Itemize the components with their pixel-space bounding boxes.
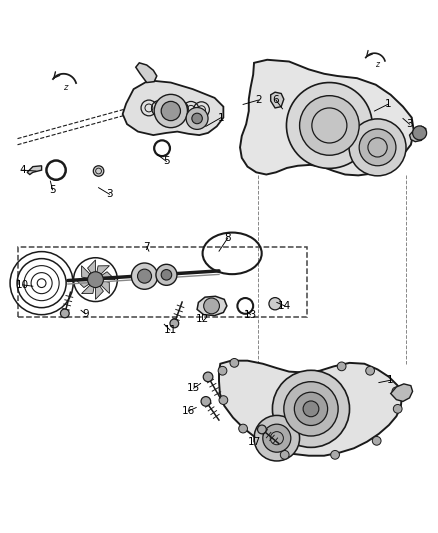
Polygon shape	[95, 280, 110, 294]
Circle shape	[131, 263, 158, 289]
Circle shape	[393, 405, 402, 413]
Circle shape	[372, 437, 381, 445]
Text: 2: 2	[255, 95, 262, 105]
Polygon shape	[410, 126, 426, 142]
Circle shape	[218, 366, 227, 375]
Text: 5: 5	[49, 185, 56, 195]
Circle shape	[230, 359, 239, 367]
Text: 3: 3	[106, 189, 113, 199]
Text: 16: 16	[182, 406, 195, 416]
Text: 10: 10	[16, 280, 29, 290]
Text: 15: 15	[187, 383, 200, 393]
Circle shape	[93, 166, 104, 176]
Circle shape	[280, 450, 289, 459]
Polygon shape	[95, 280, 103, 300]
Circle shape	[192, 113, 202, 124]
Circle shape	[88, 272, 103, 287]
Polygon shape	[240, 60, 414, 175]
Circle shape	[284, 382, 338, 436]
Text: 5: 5	[163, 156, 170, 166]
Circle shape	[303, 401, 319, 417]
Circle shape	[161, 270, 172, 280]
Circle shape	[219, 395, 228, 405]
Circle shape	[154, 94, 187, 128]
Polygon shape	[271, 92, 284, 108]
Text: 1: 1	[218, 112, 225, 123]
Circle shape	[366, 366, 374, 375]
Circle shape	[161, 101, 180, 120]
Circle shape	[413, 126, 427, 140]
Circle shape	[286, 83, 372, 168]
Circle shape	[337, 362, 346, 371]
Circle shape	[269, 297, 281, 310]
Circle shape	[203, 372, 213, 382]
Text: z: z	[374, 60, 379, 69]
Circle shape	[331, 450, 339, 459]
Text: 8: 8	[224, 233, 231, 243]
Circle shape	[300, 96, 359, 155]
Polygon shape	[95, 272, 115, 280]
Text: 3: 3	[406, 119, 413, 129]
Circle shape	[294, 392, 328, 425]
Text: 13: 13	[244, 310, 257, 320]
Text: 9: 9	[82, 309, 89, 319]
Polygon shape	[88, 260, 95, 280]
Text: 1: 1	[384, 100, 391, 109]
Polygon shape	[136, 63, 157, 83]
Polygon shape	[391, 384, 413, 401]
Circle shape	[263, 424, 291, 452]
Circle shape	[204, 298, 219, 314]
Polygon shape	[197, 296, 227, 316]
Circle shape	[201, 397, 211, 406]
Text: 11: 11	[163, 325, 177, 335]
Circle shape	[359, 129, 396, 166]
Circle shape	[392, 387, 401, 395]
Polygon shape	[123, 80, 223, 135]
Circle shape	[170, 319, 179, 328]
Polygon shape	[219, 361, 402, 456]
Text: z: z	[64, 83, 68, 92]
Circle shape	[186, 108, 208, 130]
Circle shape	[156, 264, 177, 285]
Polygon shape	[81, 280, 95, 294]
Polygon shape	[81, 266, 95, 280]
Polygon shape	[27, 166, 42, 174]
Bar	[18, 247, 307, 317]
Text: 6: 6	[272, 95, 279, 105]
Text: 12: 12	[196, 314, 209, 324]
Circle shape	[272, 370, 350, 447]
Text: 14: 14	[278, 301, 291, 311]
Text: 17: 17	[247, 437, 261, 447]
Circle shape	[239, 424, 247, 433]
Circle shape	[138, 269, 152, 283]
Circle shape	[258, 425, 266, 434]
Polygon shape	[95, 266, 110, 280]
Text: 4: 4	[19, 165, 26, 175]
Circle shape	[60, 309, 69, 318]
Text: 7: 7	[143, 242, 150, 252]
Text: 1: 1	[386, 375, 393, 385]
Circle shape	[349, 119, 406, 176]
Polygon shape	[76, 280, 95, 288]
Circle shape	[254, 415, 300, 461]
